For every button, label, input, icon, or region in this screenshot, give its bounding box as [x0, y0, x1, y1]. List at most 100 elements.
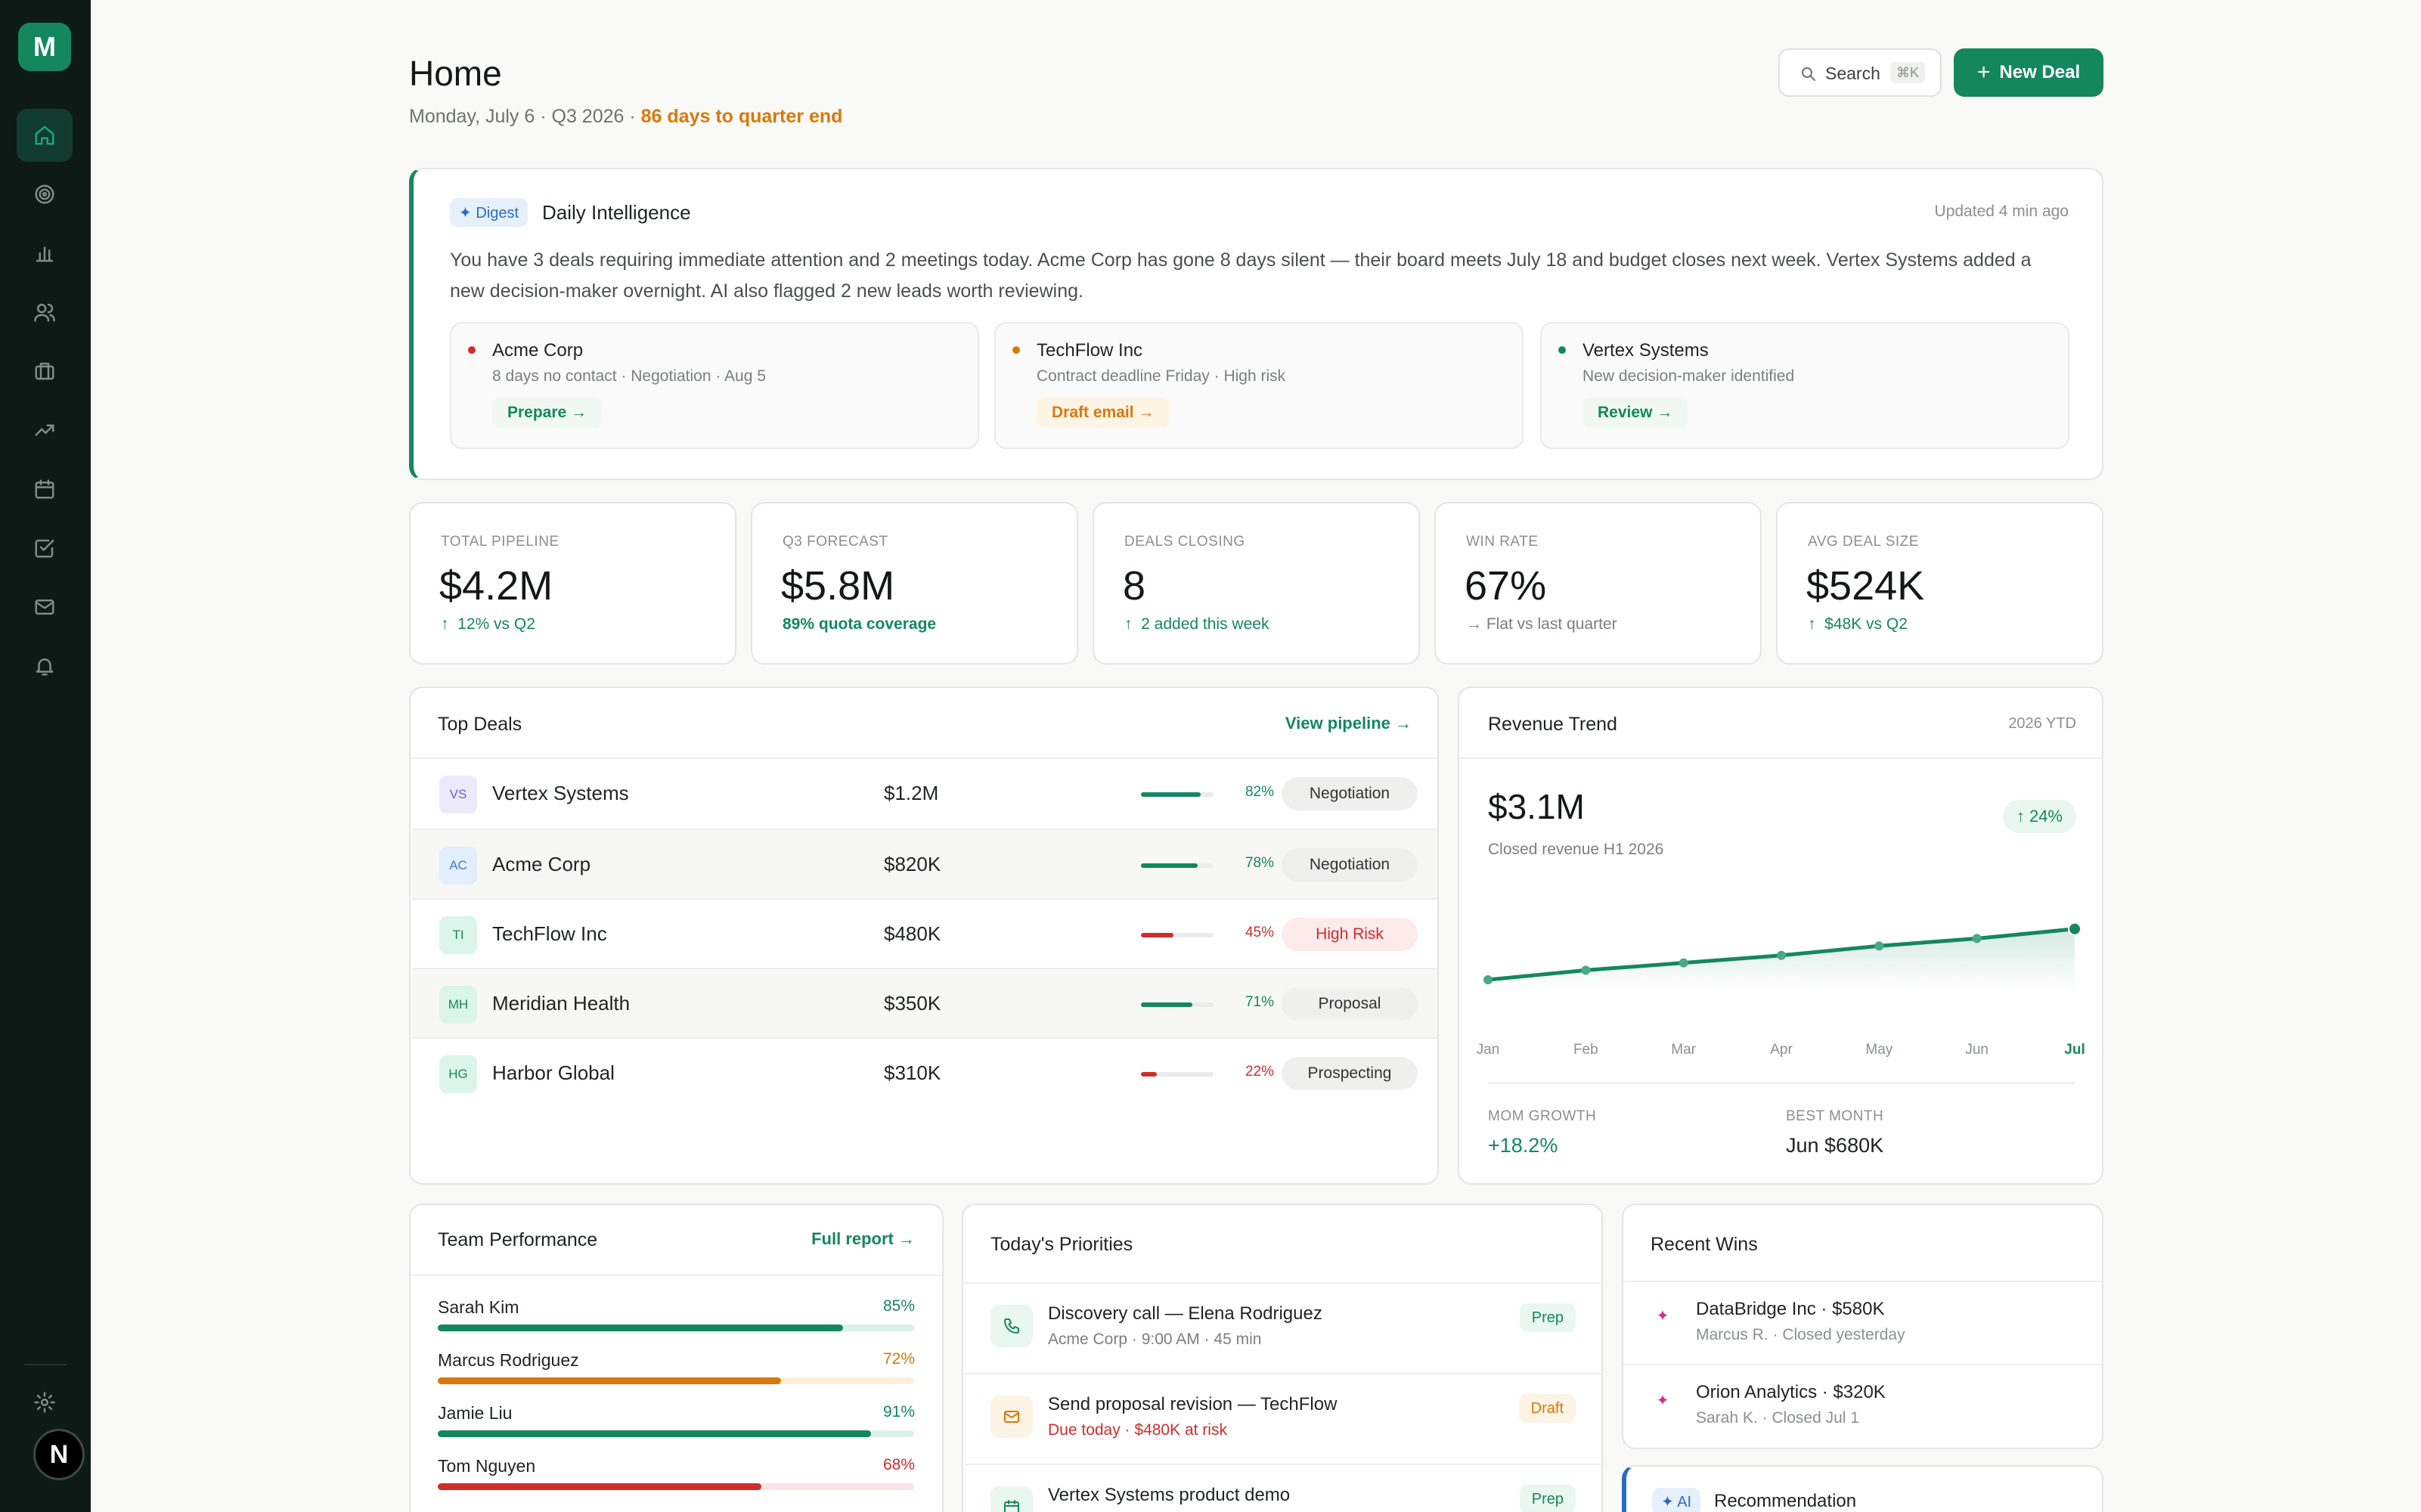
sidebar-item-notifications[interactable]: [17, 640, 73, 692]
deal-amount: $350K: [884, 992, 941, 1015]
prepare-button[interactable]: Prepare →: [492, 398, 603, 428]
deal-name: Vertex Systems: [492, 782, 629, 804]
kpi-label: Q3 FORECAST: [783, 534, 888, 550]
kpi-label: DEALS CLOSING: [1124, 534, 1245, 550]
deal-avatar: HG: [439, 1055, 477, 1093]
sidebar-item-tasks[interactable]: [17, 522, 73, 575]
deal-name: Meridian Health: [492, 992, 631, 1015]
table-row[interactable]: VS Vertex Systems $1.2M 82% Negotiation: [412, 759, 1437, 829]
probability-bar: [1141, 1072, 1214, 1077]
list-item[interactable]: ✦ Orion Analytics · $320K Sarah K. · Clo…: [1623, 1367, 2102, 1447]
search-shortcut: ⌘K: [1890, 62, 1926, 83]
status-dot: [1558, 346, 1566, 354]
arrow-right-icon: →: [1466, 615, 1482, 633]
win-title: DataBridge Inc · $580K: [1696, 1299, 1885, 1319]
data-point[interactable]: [2068, 922, 2082, 936]
prep-tag[interactable]: Prep: [1519, 1303, 1576, 1332]
digest-updated: Updated 4 min ago: [1934, 203, 2069, 220]
sidebar-item-deals[interactable]: [17, 345, 73, 398]
insight-name: TechFlow Inc: [1037, 340, 1143, 361]
recommendation-card[interactable]: ✦ AI Recommendation: [1622, 1465, 2103, 1512]
probability-bar: [1141, 792, 1214, 797]
calendar-icon: [35, 479, 54, 499]
win-subtitle: Marcus R. · Closed yesterday: [1696, 1326, 1905, 1343]
priorities-title: Today's Priorities: [990, 1234, 1133, 1255]
insight-name: Acme Corp: [492, 340, 584, 361]
best-month-value: Jun $680K: [1786, 1134, 1884, 1157]
prep-tag[interactable]: Prep: [1519, 1485, 1576, 1512]
wins-title: Recent Wins: [1651, 1234, 1758, 1255]
stage-badge: High Risk: [1282, 918, 1418, 951]
priority-item[interactable]: Discovery call — Elena Rodriguez Acme Co…: [965, 1284, 1601, 1374]
data-point[interactable]: [1874, 941, 1884, 951]
insight-card-vertex[interactable]: Vertex Systems New decision-maker identi…: [1540, 322, 2069, 449]
priority-item[interactable]: Send proposal revision — TechFlow Due to…: [965, 1374, 1601, 1465]
probability-value: 22%: [1245, 1064, 1274, 1080]
draft-tag[interactable]: Draft: [1518, 1394, 1576, 1423]
kpi-delta: ↑ $48K vs Q2: [1808, 615, 1908, 633]
kpi-card-win-rate: WIN RATE 67% → Flat vs last quarter: [1434, 502, 1762, 665]
view-pipeline-link[interactable]: View pipeline →: [1285, 714, 1412, 733]
sidebar-item-targets[interactable]: [17, 168, 73, 221]
calendar-icon-wrap: [990, 1486, 1033, 1512]
revenue-period: 2026 YTD: [2008, 715, 2076, 732]
kpi-card-total-pipeline: TOTAL PIPELINE $4.2M ↑ 12% vs Q2: [409, 502, 736, 665]
calendar-icon: [1004, 1500, 1019, 1512]
app-logo[interactable]: M: [18, 23, 71, 71]
sidebar-item-mail[interactable]: [17, 581, 73, 634]
ai-badge: ✦ AI: [1652, 1488, 1701, 1512]
page-subtitle: Monday, July 6 · Q3 2026 · 86 days to qu…: [409, 106, 842, 128]
mail-icon: [1004, 1411, 1019, 1423]
date-quarter: Monday, July 6 · Q3 2026 ·: [409, 106, 641, 127]
status-dot: [468, 346, 476, 354]
deal-name: Acme Corp: [492, 853, 591, 875]
table-row[interactable]: TI TechFlow Inc $480K 45% High Risk: [412, 898, 1437, 968]
stage-badge: Negotiation: [1282, 848, 1418, 881]
priority-item[interactable]: Vertex Systems product demo Prep: [965, 1465, 1601, 1512]
sidebar-item-settings[interactable]: [17, 1376, 73, 1429]
kpi-value: $5.8M: [781, 563, 895, 609]
search-button[interactable]: Search ⌘K: [1778, 48, 1942, 97]
data-point[interactable]: [1483, 975, 1493, 984]
divider: [1623, 1281, 2102, 1282]
full-report-link[interactable]: Full report →: [811, 1229, 915, 1248]
best-month-label: BEST MONTH: [1786, 1108, 1884, 1124]
win-subtitle: Sarah K. · Closed Jul 1: [1696, 1409, 1859, 1427]
data-point[interactable]: [1581, 965, 1591, 975]
probability-value: 82%: [1245, 784, 1274, 800]
list-item[interactable]: ✦ DataBridge Inc · $580K Marcus R. · Clo…: [1623, 1282, 2102, 1365]
search-label: Search: [1825, 64, 1880, 83]
sidebar-item-trends[interactable]: [17, 404, 73, 457]
sidebar: M N: [0, 0, 91, 1512]
member-pct: 72%: [882, 1350, 915, 1368]
deal-avatar: AC: [439, 847, 477, 885]
bell-icon: [36, 658, 54, 676]
data-point[interactable]: [1679, 958, 1688, 968]
data-point[interactable]: [1777, 950, 1786, 960]
table-row[interactable]: AC Acme Corp $820K 78% Negotiation: [412, 829, 1437, 898]
sidebar-item-contacts[interactable]: [17, 286, 73, 339]
deal-avatar: VS: [439, 776, 477, 813]
arrow-up-icon: ↑: [1808, 615, 1816, 633]
kpi-card-deals-closing: DEALS CLOSING 8 ↑ 2 added this week: [1093, 502, 1420, 665]
deal-amount: $480K: [884, 922, 941, 945]
table-row[interactable]: MH Meridian Health $350K 71% Proposal: [412, 968, 1437, 1037]
digest-badge: ✦ Digest: [450, 198, 529, 227]
insight-card-acme[interactable]: Acme Corp 8 days no contact · Negotiatio…: [450, 322, 979, 449]
new-deal-button[interactable]: + New Deal: [1954, 48, 2103, 97]
member-name: Jamie Liu: [438, 1403, 513, 1423]
kpi-label: TOTAL PIPELINE: [441, 534, 560, 550]
review-button[interactable]: Review →: [1582, 398, 1688, 428]
sidebar-item-home[interactable]: [17, 109, 73, 162]
data-point[interactable]: [1972, 934, 1982, 943]
kpi-delta: → Flat vs last quarter: [1466, 615, 1617, 633]
mom-growth-value: +18.2%: [1488, 1134, 1558, 1157]
sidebar-item-analytics[interactable]: [17, 227, 73, 280]
probability-bar: [1141, 1002, 1214, 1007]
user-avatar[interactable]: N: [33, 1429, 85, 1480]
insight-card-techflow[interactable]: TechFlow Inc Contract deadline Friday · …: [994, 322, 1524, 449]
table-row[interactable]: HG Harbor Global $310K 22% Prospecting: [412, 1037, 1437, 1107]
x-axis-label: Jun: [1965, 1042, 1989, 1058]
sidebar-item-calendar[interactable]: [17, 463, 73, 516]
draft-email-button[interactable]: Draft email →: [1037, 398, 1170, 428]
